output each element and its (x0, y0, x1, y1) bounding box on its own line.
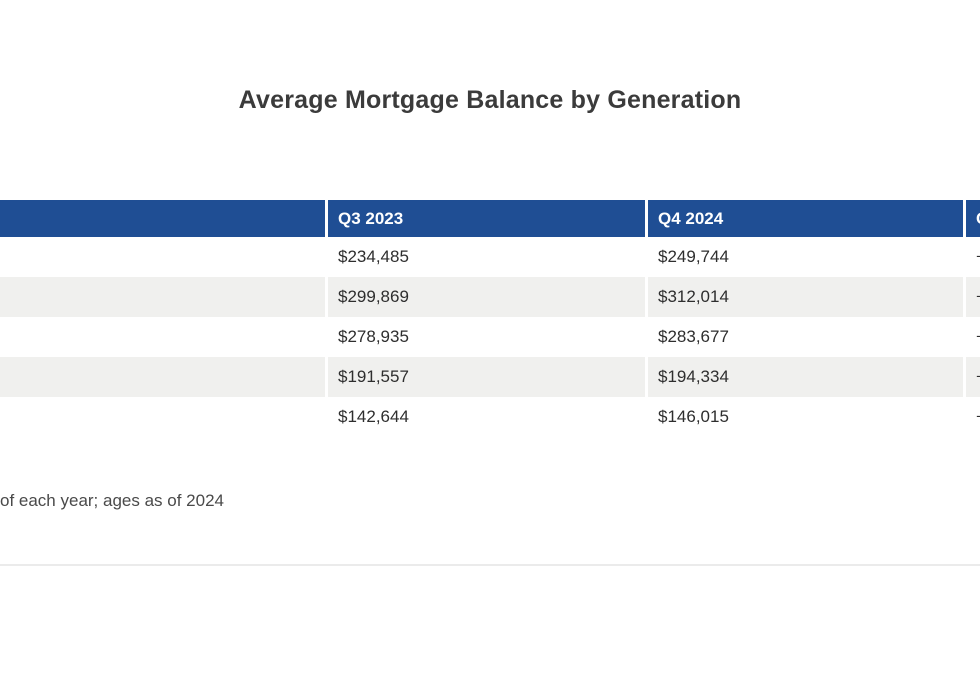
cell-q3-2023: $234,485 (325, 237, 645, 277)
cell-generation (0, 357, 325, 397)
cell-q4-2024: $312,014 (645, 277, 963, 317)
table-row: $142,644 $146,015 + (0, 397, 980, 437)
cell-generation (0, 397, 325, 437)
page-title: Average Mortgage Balance by Generation (238, 86, 742, 114)
mortgage-balance-table: Q3 2023 Q4 2024 Change $234,485 $249,744… (0, 200, 980, 437)
col-header-change: Change (963, 200, 980, 237)
cell-q3-2023: $191,557 (325, 357, 645, 397)
col-header-generation (0, 200, 325, 237)
cell-change: + (963, 357, 980, 397)
mortgage-balance-table-viewport: Q3 2023 Q4 2024 Change $234,485 $249,744… (0, 200, 980, 437)
cell-change: + (963, 317, 980, 357)
cell-q4-2024: $146,015 (645, 397, 963, 437)
col-header-q3-2023: Q3 2023 (325, 200, 645, 237)
cell-q3-2023: $299,869 (325, 277, 645, 317)
source-footnote: of each year; ages as of 2024 (0, 491, 224, 510)
cell-q4-2024: $283,677 (645, 317, 963, 357)
cell-generation (0, 317, 325, 357)
table-row: $191,557 $194,334 + (0, 357, 980, 397)
table-row: $299,869 $312,014 + (0, 277, 980, 317)
cell-generation (0, 237, 325, 277)
cell-change: + (963, 397, 980, 437)
table-row: $234,485 $249,744 + (0, 237, 980, 277)
cell-q4-2024: $194,334 (645, 357, 963, 397)
cell-q3-2023: $278,935 (325, 317, 645, 357)
table-header-row: Q3 2023 Q4 2024 Change (0, 200, 980, 237)
horizontal-divider (0, 564, 980, 566)
table-row: $278,935 $283,677 + (0, 317, 980, 357)
cell-generation (0, 277, 325, 317)
cell-change: + (963, 277, 980, 317)
col-header-q4-2024: Q4 2024 (645, 200, 963, 237)
cell-q4-2024: $249,744 (645, 237, 963, 277)
cell-change: + (963, 237, 980, 277)
cell-q3-2023: $142,644 (325, 397, 645, 437)
